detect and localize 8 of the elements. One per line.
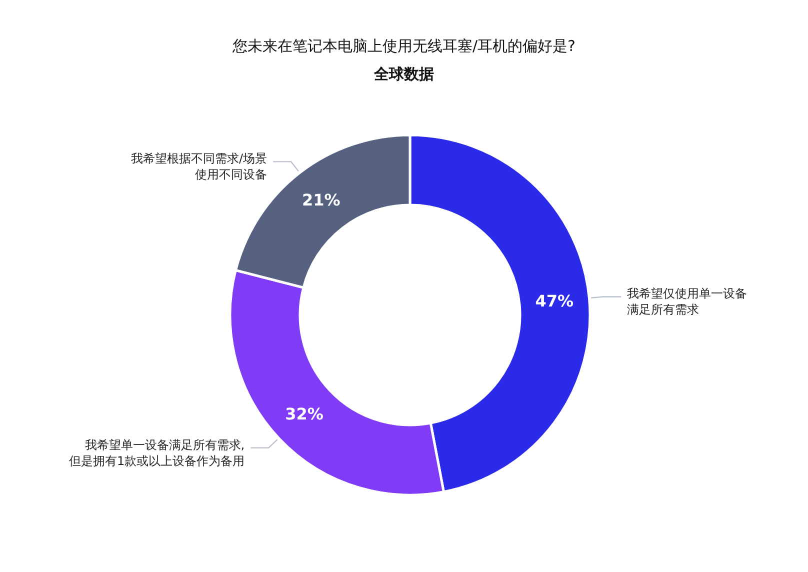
chart-subtitle: 全球数据 — [373, 65, 434, 83]
data-label: 21% — [302, 190, 340, 210]
slice-label: 我希望仅使用单一设备满足所有需求 — [627, 286, 748, 317]
slice-label: 我希望根据不同需求/场景使用不同设备 — [131, 152, 268, 182]
data-label: 32% — [285, 404, 324, 424]
data-label: 47% — [535, 291, 574, 310]
chart-title: 您未来在笔记本电脑上使用无线耳塞/耳机的偏好是? — [231, 37, 576, 55]
slice-label: 我希望单一设备满足所有需求,但是拥有1款或以上设备作为备用 — [68, 438, 245, 468]
